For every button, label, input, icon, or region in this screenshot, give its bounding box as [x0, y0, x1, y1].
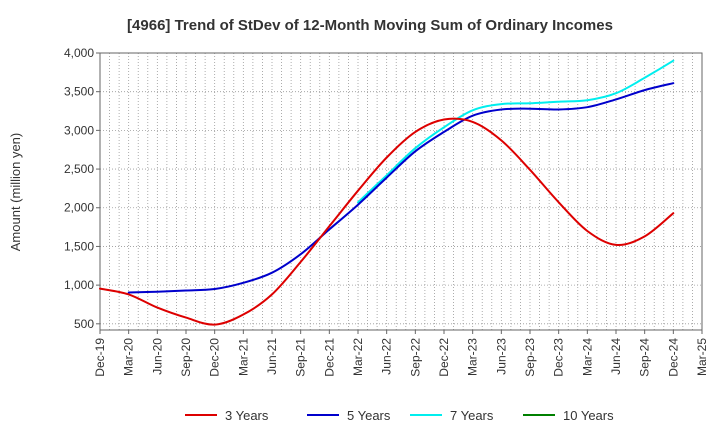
x-tick-label: Dec-20	[208, 338, 222, 377]
grid	[99, 52, 703, 330]
x-tick-label: Dec-21	[322, 338, 336, 377]
axes: 500 1,000 1,500 2,000 2,500 3,000 3,500 4,000 De…	[64, 46, 709, 377]
x-tick-label: Jun-20	[150, 338, 164, 375]
series-line-3-years	[99, 117, 675, 326]
series-lines	[99, 59, 675, 326]
legend: 3 Years 5 Years 7 Years 10 Years	[185, 408, 614, 423]
y-tick-label: 3,000	[64, 123, 94, 137]
x-tick-label: Mar-23	[466, 338, 480, 376]
y-tick-label: 4,000	[64, 46, 94, 60]
y-tick-label: 3,500	[64, 85, 94, 99]
y-tick-label: 1,500	[64, 239, 94, 253]
y-tick-label: 2,500	[64, 162, 94, 176]
series-line-7-years	[357, 59, 675, 204]
x-tick-label: Mar-21	[236, 338, 250, 376]
x-tick-label: Jun-21	[265, 338, 279, 375]
x-tick-label: Jun-24	[609, 338, 623, 375]
series-line-5-years	[127, 82, 675, 294]
x-tick-label: Jun-22	[380, 338, 394, 375]
x-tick-label: Sep-24	[638, 338, 652, 377]
x-tick-label: Sep-23	[523, 338, 537, 377]
legend-label-10-years: 10 Years	[563, 408, 614, 423]
legend-label-5-years: 5 Years	[347, 408, 391, 423]
x-tick-label: Mar-25	[695, 338, 709, 376]
y-tick-label: 500	[74, 317, 94, 331]
chart-title: [4966] Trend of StDev of 12-Month Moving…	[127, 17, 613, 34]
legend-label-3-years: 3 Years	[225, 408, 269, 423]
x-tick-label: Dec-22	[437, 338, 451, 377]
x-tick-label: Mar-24	[580, 338, 594, 376]
x-tick-label: Mar-22	[351, 338, 365, 376]
x-tick-label: Dec-19	[93, 338, 107, 377]
x-tick-label: Dec-24	[666, 338, 680, 377]
legend-label-7-years: 7 Years	[450, 408, 494, 423]
x-tick-label: Dec-23	[552, 338, 566, 377]
y-axis-label: Amount (million yen)	[8, 133, 23, 252]
x-tick-label: Sep-20	[179, 338, 193, 377]
x-tick-label: Mar-20	[122, 338, 136, 376]
x-tick-label: Jun-23	[494, 338, 508, 375]
y-tick-label: 1,000	[64, 278, 94, 292]
x-tick-label: Sep-21	[294, 338, 308, 377]
y-tick-label: 2,000	[64, 201, 94, 215]
x-tick-label: Sep-22	[408, 338, 422, 377]
plot-area	[100, 53, 702, 330]
plot-frame	[99, 52, 703, 331]
